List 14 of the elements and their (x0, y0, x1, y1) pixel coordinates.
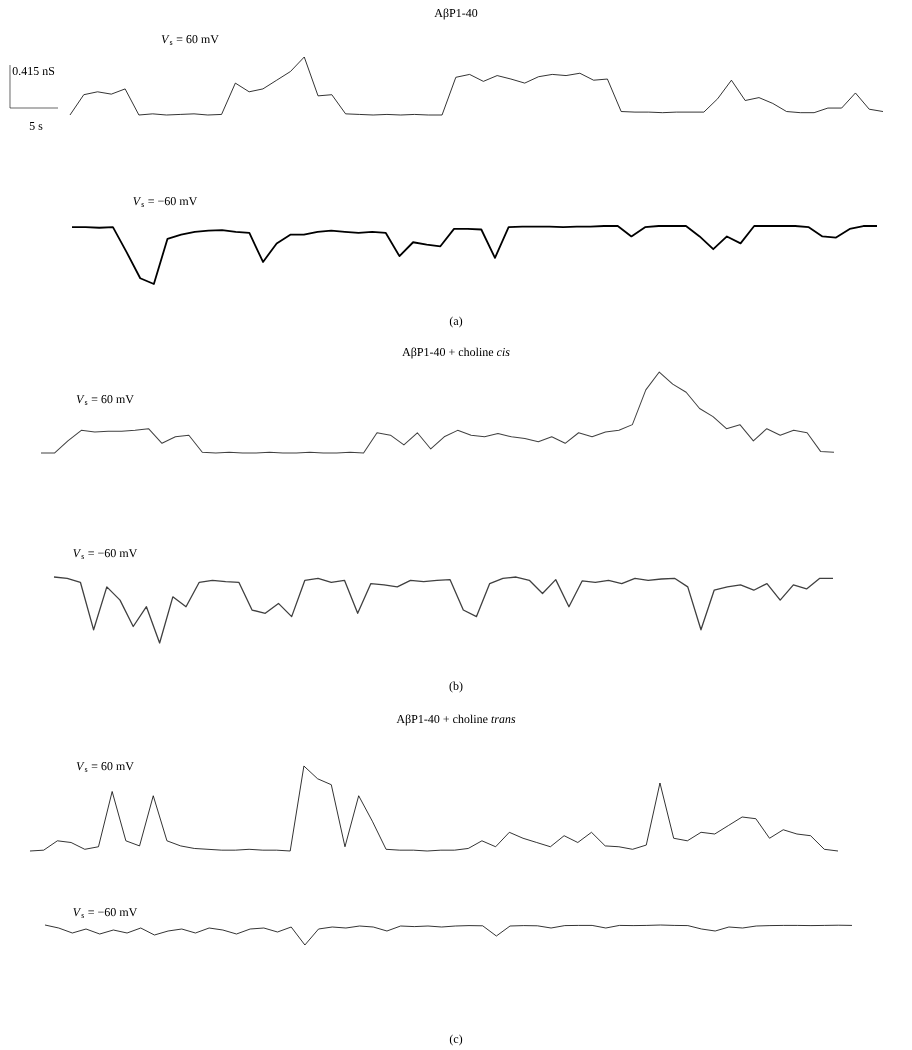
text: V$_{s}$ = 60 mV (76, 395, 134, 405)
chart-title: AβP1-40 + choline cis (402, 347, 510, 359)
chart-title: AβP1-40 + choline trans (396, 714, 516, 726)
text: (c) (449, 1034, 463, 1046)
text: (a) (449, 316, 463, 328)
text: 5 s (29, 122, 43, 130)
chart-title: AβP1-40 (434, 8, 478, 20)
text: V$_{s}$ = 60 mV (76, 762, 134, 772)
text: V$_{s}$ = −60 mV (133, 197, 198, 207)
text: 0.415 nS (12, 66, 55, 76)
series-label: V$_{s}$ = −60 mV (73, 549, 138, 559)
text: (b) (449, 681, 463, 693)
text: V$_{s}$ = 60 mV (161, 35, 219, 45)
series-label: V$_{s}$ = −60 mV (73, 908, 138, 918)
